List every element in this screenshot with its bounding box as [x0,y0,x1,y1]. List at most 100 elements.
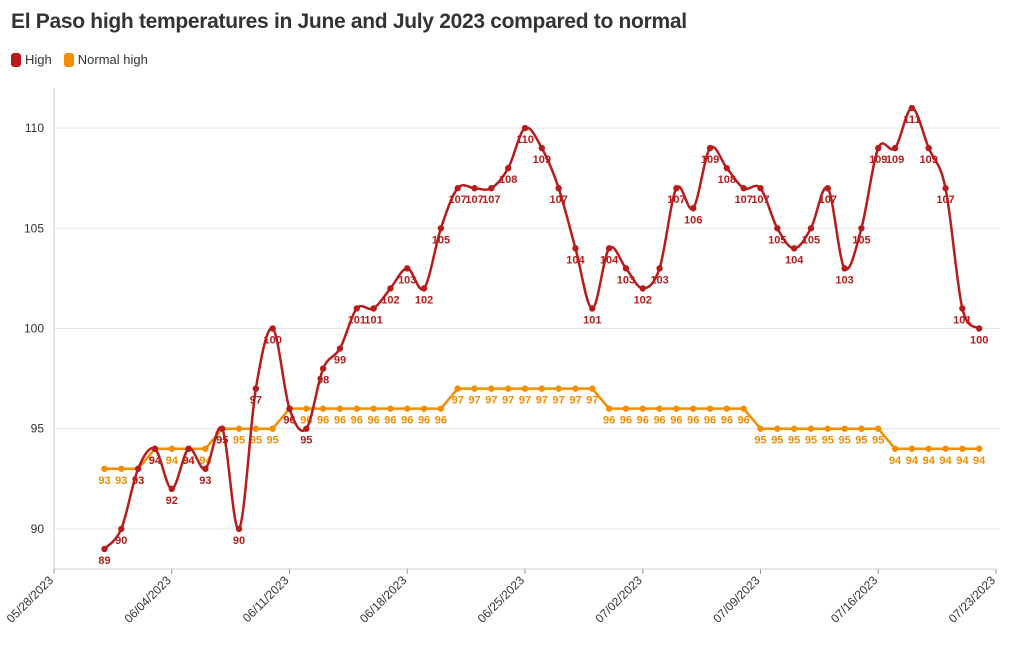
data-label-high: 109 [533,154,551,166]
data-point-high [555,185,562,192]
data-point-high [656,265,663,272]
data-label-high: 102 [381,294,399,306]
data-point-normal-high [975,445,983,452]
data-label-normal-high: 94 [939,455,952,467]
data-label-normal-high: 95 [822,435,834,447]
data-point-high [824,185,831,192]
data-point-normal-high [572,385,579,392]
data-point-normal-high [504,385,512,392]
data-point-high [168,485,175,493]
data-point-normal-high [336,405,344,412]
data-point-high [975,325,983,332]
data-point-normal-high [959,445,966,452]
data-label-normal-high: 96 [687,415,699,427]
data-label-normal-high: 94 [166,455,179,467]
data-point-high [622,265,630,272]
data-label-high: 89 [98,555,110,567]
data-point-normal-high [521,385,529,392]
data-point-high [858,225,865,232]
data-point-high [252,385,260,392]
data-label-normal-high: 95 [855,435,867,447]
data-point-high [134,465,142,472]
data-point-high [387,285,394,292]
data-point-normal-high [774,425,781,432]
data-label-high: 111 [903,114,920,126]
data-label-normal-high: 94 [973,455,986,467]
data-label-normal-high: 95 [771,435,783,447]
data-label-high: 97 [250,395,262,407]
data-label-normal-high: 96 [435,415,447,427]
data-label-high: 108 [499,174,517,186]
data-point-high [235,525,243,533]
data-label-high: 110 [516,134,534,146]
data-point-normal-high [673,405,680,412]
data-label-normal-high: 96 [317,415,329,427]
data-label-normal-high: 97 [502,395,514,407]
data-label-high: 100 [970,335,988,347]
y-tick-label: 105 [24,221,44,235]
data-point-high [370,305,377,312]
data-label-normal-high: 96 [721,415,733,427]
data-label-normal-high: 96 [401,415,413,427]
data-label-high: 102 [634,294,652,306]
data-label-high: 103 [650,274,668,286]
data-point-high [572,245,579,252]
data-point-high [319,365,327,372]
data-point-normal-high [454,385,461,392]
data-label-normal-high: 97 [553,395,565,407]
data-point-normal-high [118,465,125,472]
data-label-normal-high: 96 [334,415,346,427]
data-label-normal-high: 95 [267,435,279,447]
data-label-high: 95 [300,435,312,447]
data-label-high: 94 [182,455,195,467]
data-point-normal-high [942,445,949,452]
data-label-high: 105 [768,234,786,246]
data-point-normal-high [404,405,411,412]
data-point-high [605,245,613,252]
data-label-high: 94 [149,455,162,467]
data-point-high [589,305,596,312]
legend-label-normal-high: Normal high [77,52,148,67]
data-point-high [504,164,512,172]
data-point-high [807,225,815,232]
data-label-high: 98 [317,375,329,387]
data-label-normal-high: 95 [872,435,884,447]
data-label-high: 107 [482,194,500,206]
data-point-normal-high [538,385,546,392]
y-tick-label: 100 [24,322,44,336]
x-tick-label: 07/09/2023 [710,573,763,626]
data-label-high: 90 [233,535,245,547]
legend-item-normal-high[interactable]: Normal high [63,52,148,67]
data-point-normal-high [841,425,848,432]
data-point-high [774,225,781,232]
legend-item-high[interactable]: High [11,52,52,67]
data-point-high [908,104,916,112]
data-point-high [471,185,478,192]
data-label-normal-high: 96 [603,415,615,427]
data-label-normal-high: 96 [367,415,379,427]
data-label-normal-high: 96 [384,415,396,427]
data-point-high [740,185,747,192]
data-point-normal-high [908,445,916,452]
legend-swatch-high [11,52,21,67]
data-label-normal-high: 93 [115,475,127,487]
x-tick-label: 05/28/2023 [4,573,57,626]
data-label-high: 104 [566,254,585,266]
chart-title: El Paso high temperatures in June and Ju… [11,10,687,33]
data-point-high [185,445,192,452]
data-point-normal-high [824,425,831,432]
data-point-normal-high [387,405,394,412]
data-label-high: 107 [819,194,837,206]
data-point-normal-high [639,405,646,412]
data-label-high: 101 [348,314,366,326]
data-point-normal-high [690,405,697,412]
data-point-normal-high [757,425,764,432]
data-point-normal-high [790,425,798,432]
data-point-normal-high [622,405,630,412]
data-label-high: 107 [449,194,467,206]
data-point-normal-high [471,385,478,392]
data-point-normal-high [202,445,209,452]
legend-label-high: High [25,52,52,67]
data-point-high [673,185,680,192]
data-label-normal-high: 93 [98,475,110,487]
